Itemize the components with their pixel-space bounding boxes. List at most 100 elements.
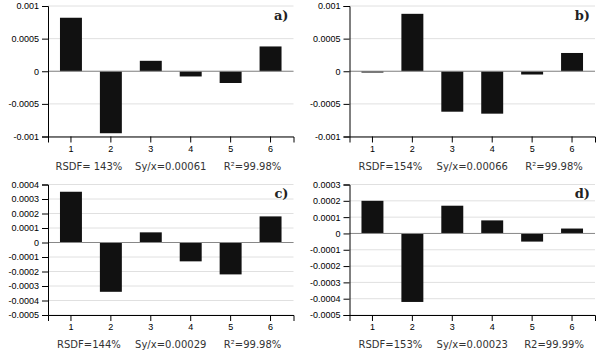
grid-line xyxy=(350,184,596,185)
bar xyxy=(481,220,503,233)
tick-mark xyxy=(42,39,48,40)
tick-label: 0.0002 xyxy=(313,196,341,206)
bar xyxy=(441,71,463,111)
tick-mark xyxy=(42,286,48,287)
bar xyxy=(561,53,583,71)
tick-label: 2 xyxy=(108,144,113,154)
plot-area xyxy=(60,18,282,133)
x-tick: 5 xyxy=(228,315,233,332)
x-tick: 2 xyxy=(410,315,415,332)
tick-mark xyxy=(344,315,350,316)
bar xyxy=(260,216,282,242)
tick-mark xyxy=(150,315,151,321)
tick-label: -0.0001 xyxy=(310,245,341,255)
tick-label: 0.0001 xyxy=(313,213,341,223)
tick-mark xyxy=(344,282,350,283)
tick-label: -0.0004 xyxy=(310,294,341,304)
tick-mark xyxy=(492,137,493,143)
zero-line xyxy=(350,233,596,234)
plot-area xyxy=(361,201,583,302)
y-tick: -0.0001 xyxy=(310,245,350,255)
bar xyxy=(220,243,242,275)
tick-mark xyxy=(42,228,48,229)
bar xyxy=(401,233,423,302)
tick-mark xyxy=(42,185,48,186)
tick-label: 5 xyxy=(228,322,233,332)
bar xyxy=(561,229,583,234)
tick-mark xyxy=(372,315,373,321)
x-tick: 2 xyxy=(108,315,113,332)
panel: -0.001-0.000500.00050.001123456b)RSDF=15… xyxy=(310,1,596,171)
grid-line xyxy=(48,184,294,185)
axis-line xyxy=(350,137,596,143)
y-tick: 0.0001 xyxy=(313,213,350,223)
annotation: RSDF=153% xyxy=(359,339,423,350)
bar xyxy=(100,71,122,133)
x-axis: 123456 xyxy=(49,315,295,332)
x-tick: 6 xyxy=(268,315,273,332)
panel: -0.0005-0.0004-0.0003-0.0002-0.000100.00… xyxy=(310,180,596,350)
tick-label: 0 xyxy=(34,238,39,248)
tick-mark xyxy=(42,199,48,200)
y-tick: 0.001 xyxy=(16,1,48,11)
grid xyxy=(48,185,294,316)
tick-label: 2 xyxy=(410,144,415,154)
tick-mark xyxy=(270,137,271,143)
grid xyxy=(48,6,294,137)
tick-mark xyxy=(42,257,48,258)
x-axis: 123456 xyxy=(49,137,295,154)
x-tick: 1 xyxy=(370,137,375,154)
y-tick: -0.0005 xyxy=(8,310,48,320)
tick-mark xyxy=(42,243,48,244)
bar xyxy=(140,232,162,242)
tick-label: -0.0004 xyxy=(8,296,39,306)
tick-label: 3 xyxy=(148,144,153,154)
tick-mark xyxy=(70,315,71,321)
grid-line xyxy=(48,286,294,287)
tick-label: 0 xyxy=(335,67,340,77)
tick-label: -0.0005 xyxy=(8,310,39,320)
annotation: RSDF=154% xyxy=(359,161,423,172)
panel: -0.0005-0.0004-0.0003-0.0002-0.000100.00… xyxy=(8,180,294,350)
y-tick: 0 xyxy=(34,67,48,77)
y-tick: -0.0005 xyxy=(310,99,350,109)
tick-label: 4 xyxy=(188,322,193,332)
y-tick: -0.0005 xyxy=(8,99,48,109)
x-axis: 123456 xyxy=(350,137,596,154)
y-tick: 0.0003 xyxy=(11,194,48,204)
y-tick: 0.0002 xyxy=(313,196,350,206)
tick-label: 5 xyxy=(228,144,233,154)
y-tick: 0.0003 xyxy=(313,180,350,190)
bar xyxy=(401,14,423,71)
grid-line xyxy=(48,213,294,214)
tick-mark xyxy=(344,233,350,234)
x-tick: 5 xyxy=(228,137,233,154)
y-tick: 0 xyxy=(34,238,48,248)
tick-label: 0.0003 xyxy=(11,194,39,204)
plot-area xyxy=(60,192,282,292)
y-tick: -0.0002 xyxy=(8,267,48,277)
tick-mark xyxy=(42,104,48,105)
grid-line xyxy=(350,217,596,218)
tick-mark xyxy=(230,137,231,143)
figure: -0.001-0.000500.00050.001123456a)RSDF= 1… xyxy=(0,0,603,357)
tick-mark xyxy=(344,250,350,251)
grid-line xyxy=(48,6,294,7)
grid-line xyxy=(48,71,294,72)
tick-mark xyxy=(42,301,48,302)
tick-label: 0.0005 xyxy=(313,34,341,44)
x-tick: 3 xyxy=(148,137,153,154)
x-tick: 3 xyxy=(450,137,455,154)
tick-label: 4 xyxy=(188,144,193,154)
tick-mark xyxy=(190,315,191,321)
x-tick: 5 xyxy=(530,315,535,332)
zero-line xyxy=(48,242,294,243)
tick-mark xyxy=(42,6,48,7)
tick-label: 0.0004 xyxy=(11,180,39,190)
tick-label: 3 xyxy=(450,144,455,154)
tick-label: 6 xyxy=(570,322,575,332)
y-tick: -0.0003 xyxy=(8,281,48,291)
x-tick: 2 xyxy=(410,137,415,154)
x-tick: 4 xyxy=(490,315,495,332)
x-tick: 6 xyxy=(268,137,273,154)
